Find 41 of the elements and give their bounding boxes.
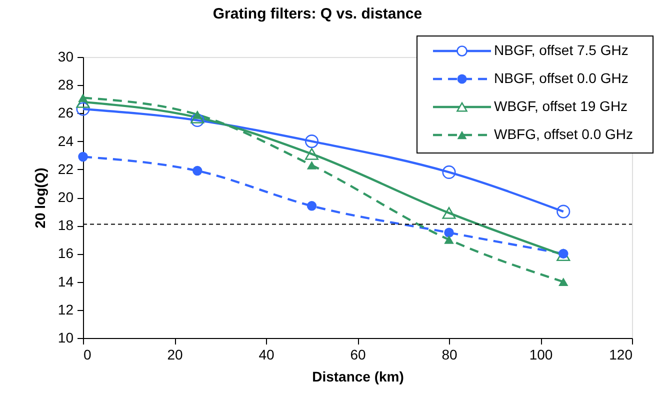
point [192,166,202,176]
chart-title: Grating filters: Q vs. distance [212,6,422,22]
point [76,102,90,116]
y-tick-label: 12 [58,301,74,318]
y-tick-label: 24 [58,132,74,149]
y-tick-label: 18 [58,217,74,234]
x-tick-label: 60 [350,346,366,362]
point [190,113,204,127]
y-axis-title: 20 log(Q) [32,168,48,228]
point [306,160,317,170]
point [556,204,570,218]
point [306,201,317,211]
point [78,94,88,102]
point [442,165,456,179]
y-tick-label: 22 [58,160,74,177]
x-tick-label: 120 [609,346,633,362]
point [304,134,319,148]
legend-label: WBFG, offset 0.0 GHz [494,126,634,142]
legend-label: WBGF, offset 19 GHz [494,98,628,114]
y-tick-label: 26 [58,104,74,121]
y-tick-label: 16 [58,245,74,262]
y-tick-label: 14 [58,273,74,290]
x-tick-label: 40 [258,346,274,362]
point [78,152,88,162]
point [558,278,568,286]
point [444,228,454,238]
y-tick-label: 30 [58,48,74,64]
x-tick-label: 0 [84,346,92,362]
x-tick-label: 20 [167,346,183,362]
legend-label: NBGF, offset 0.0 GHz [494,70,628,86]
point [442,207,456,219]
x-axis-title: Distance (km) [312,368,404,384]
legend-label: NBGF, offset 7.5 GHz [494,42,628,58]
x-tick-label: 100 [529,346,553,362]
y-tick-label: 28 [58,76,74,93]
point [304,148,319,160]
x-tick-label: 80 [442,346,458,362]
point [444,235,454,244]
y-tick-label: 20 [58,189,74,205]
y-tick-label: 10 [58,330,74,346]
point [556,249,570,262]
